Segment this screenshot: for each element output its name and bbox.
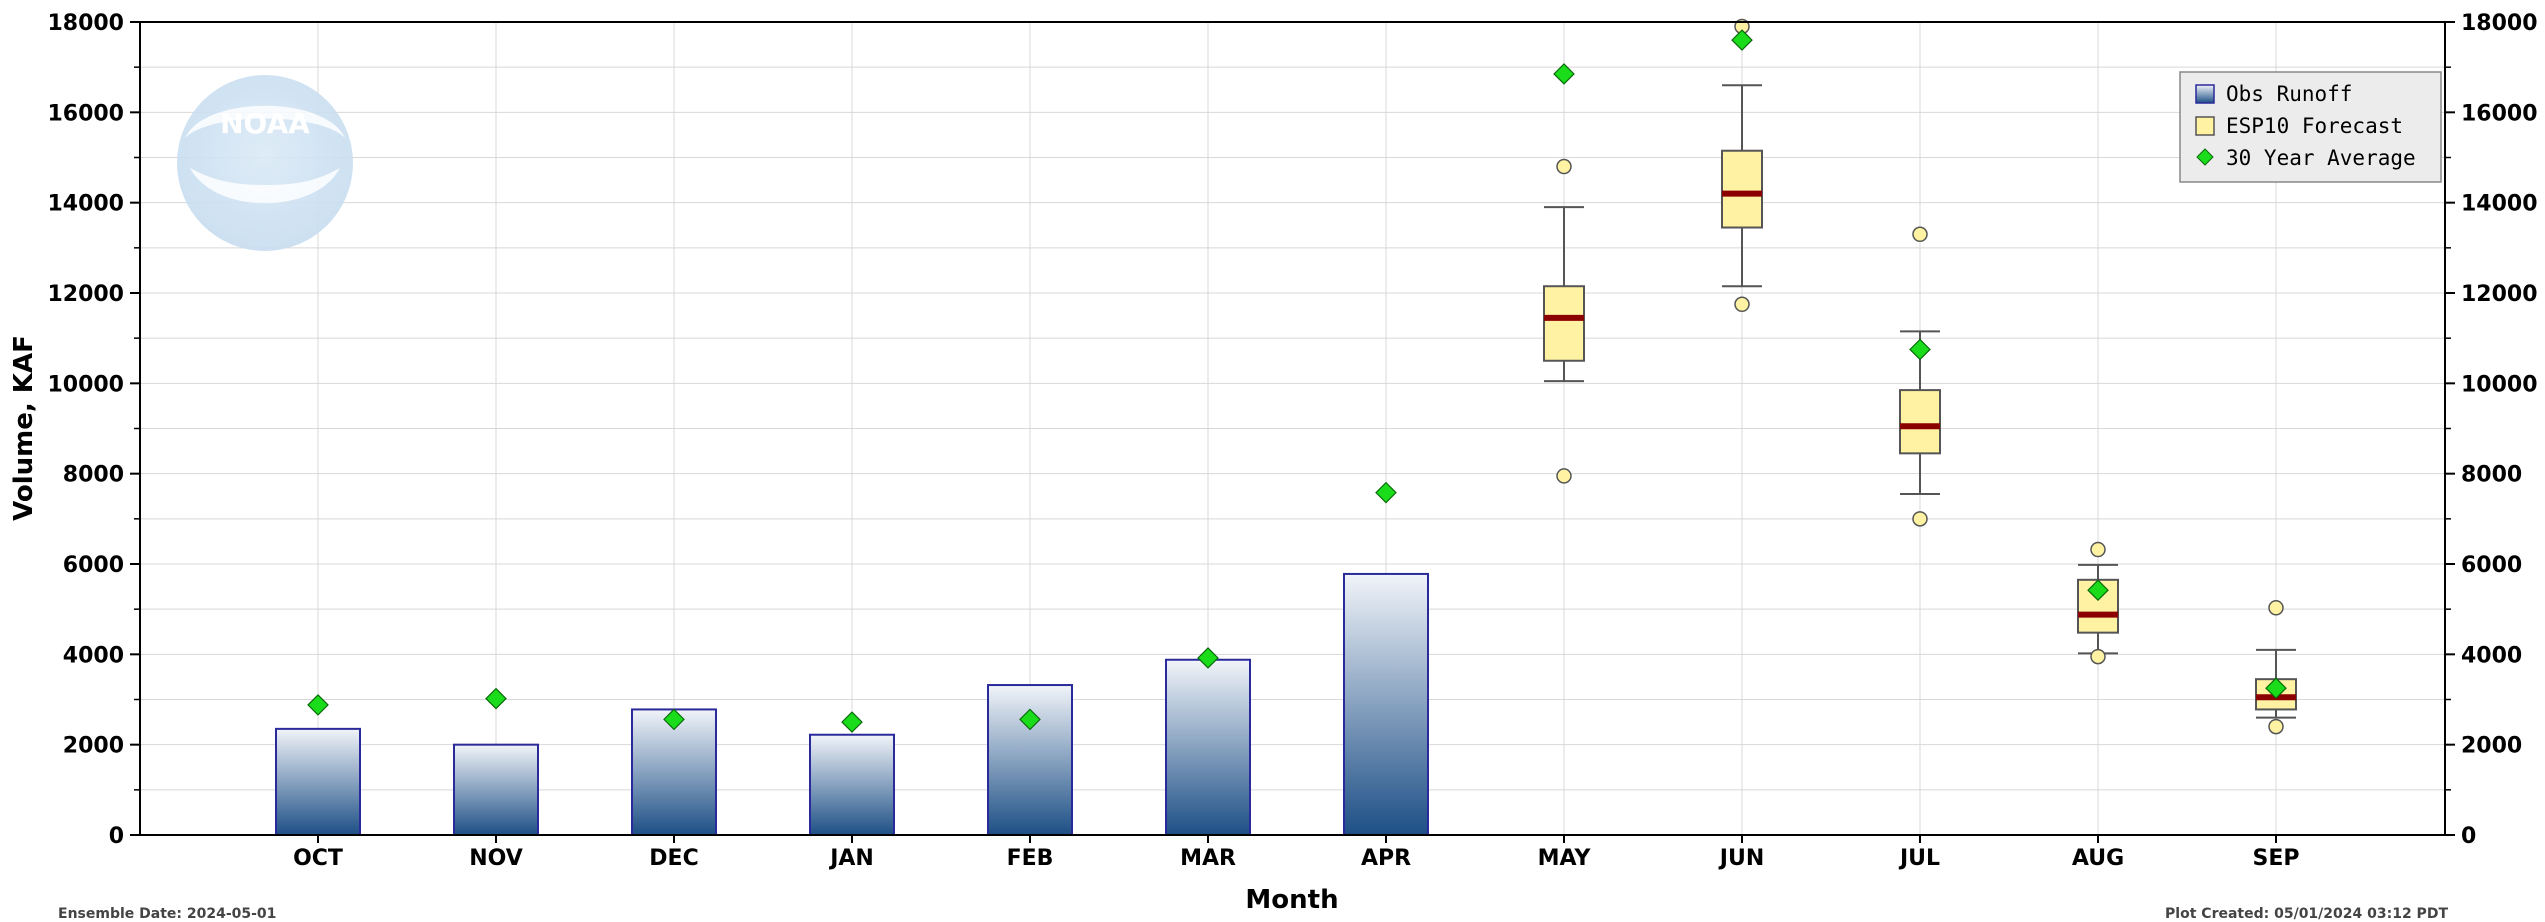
noaa-logo: NOAA — [177, 75, 353, 251]
obs-runoff-bar — [1165, 658, 1251, 837]
x-axis-title: Month — [1245, 885, 1338, 915]
forecast-box — [1721, 149, 1763, 229]
x-tick-label: OCT — [293, 846, 343, 871]
average-marker — [841, 711, 863, 733]
average-marker — [1553, 63, 1575, 85]
average-marker — [2265, 677, 2287, 700]
forecast-outlier — [1912, 226, 1928, 243]
y-tick-label-right: 12000 — [2461, 282, 2538, 307]
forecast-box — [1543, 285, 1585, 362]
x-tick-label: FEB — [1007, 846, 1054, 871]
y-tick-label-left: 2000 — [63, 734, 124, 759]
y-tick-label-left: 8000 — [63, 463, 124, 488]
forecast-outlier — [2090, 541, 2106, 558]
x-tick-label: NOV — [469, 846, 523, 871]
obs-runoff-bar — [275, 727, 361, 837]
y-tick-label-left: 10000 — [47, 372, 124, 397]
grid-lines — [140, 22, 2445, 835]
y-tick-label-right: 18000 — [2461, 11, 2538, 36]
average-marker — [1019, 708, 1041, 731]
x-axis: OCT NOV DEC JAN FEB MAR APR MAY JUN JUL AUG SEP — [293, 835, 2300, 871]
obs-runoff-bar — [987, 684, 1073, 837]
average-marker — [1909, 338, 1931, 361]
y-tick-label-right: 10000 — [2461, 372, 2538, 397]
y-tick-label-right: 6000 — [2461, 553, 2522, 578]
y-tick-label-right: 0 — [2461, 824, 2476, 849]
y-tick-label-left: 18000 — [47, 11, 124, 36]
y-tick-label-right: 4000 — [2461, 643, 2522, 668]
y-tick-label-right: 2000 — [2461, 734, 2522, 759]
y-tick-label-right: 14000 — [2461, 192, 2538, 217]
forecast-outlier — [1912, 511, 1928, 527]
y-axis-right: 0 2000 4000 6000 8000 10000 12000 14000 16000 180… — [2445, 11, 2538, 849]
y-tick-label-left: 16000 — [47, 101, 124, 126]
y-tick-label-left: 4000 — [63, 643, 124, 668]
forecast-box — [1899, 389, 1941, 455]
average-marker — [307, 694, 329, 716]
legend-label-esp10-forecast: ESP10 Forecast — [2226, 114, 2403, 138]
y-tick-label-left: 6000 — [63, 553, 124, 578]
y-axis-left: 0 2000 4000 6000 8000 10000 12000 14000 16000 180… — [47, 11, 140, 849]
x-tick-label: APR — [1361, 846, 1411, 871]
obs-runoff-bar — [809, 733, 895, 836]
average-marker — [485, 687, 507, 710]
forecast-outlier — [2268, 600, 2284, 616]
legend-swatch-obs-runoff — [2195, 84, 2215, 104]
x-tick-label: MAY — [1538, 846, 1592, 871]
legend-box — [2179, 71, 2442, 183]
average-marker — [663, 708, 685, 731]
y-tick-label-left: 0 — [109, 824, 124, 849]
x-tick-label: DEC — [649, 846, 698, 871]
legend: Obs Runoff ESP10 Forecast 30 Year Averag… — [2179, 71, 2442, 183]
average-marker — [1375, 481, 1397, 504]
ensemble-date: Ensemble Date: 2024-05-01 — [58, 906, 276, 922]
obs-runoff-bar — [1343, 572, 1429, 836]
forecast-outlier — [1556, 468, 1572, 484]
forecast-outlier — [2090, 648, 2106, 665]
average-marker — [1731, 29, 1753, 51]
forecast-outlier — [2268, 718, 2284, 735]
noaa-logo-text: NOAA — [220, 107, 310, 140]
x-tick-label: AUG — [2072, 846, 2124, 871]
legend-label-thirty-year-average: 30 Year Average — [2226, 146, 2416, 170]
forecast-outlier — [1734, 296, 1750, 313]
y-tick-label-left: 14000 — [47, 192, 124, 217]
y-tick-label-right: 8000 — [2461, 463, 2522, 488]
x-tick-label: SEP — [2253, 846, 2300, 871]
forecast-outlier — [1556, 158, 1572, 175]
x-tick-label: MAR — [1180, 846, 1236, 871]
average-marker — [2087, 579, 2109, 602]
y-axis-title: Volume, KAF — [9, 335, 39, 521]
legend-swatch-thirty-year-average — [2196, 148, 2214, 166]
x-tick-label: JAN — [828, 846, 874, 871]
x-tick-label: JUL — [1898, 846, 1940, 871]
x-tick-label: JUN — [1718, 846, 1764, 871]
legend-label-obs-runoff: Obs Runoff — [2226, 82, 2352, 106]
average-marker — [1197, 647, 1219, 669]
obs-runoff-bar — [453, 743, 539, 837]
y-tick-label-right: 16000 — [2461, 101, 2538, 126]
y-tick-label-left: 12000 — [47, 282, 124, 307]
legend-swatch-esp10-forecast — [2195, 116, 2215, 136]
thirty-year-average-markers — [307, 29, 2287, 733]
plot-created: Plot Created: 05/01/2024 03:12 PDT — [2165, 906, 2448, 922]
